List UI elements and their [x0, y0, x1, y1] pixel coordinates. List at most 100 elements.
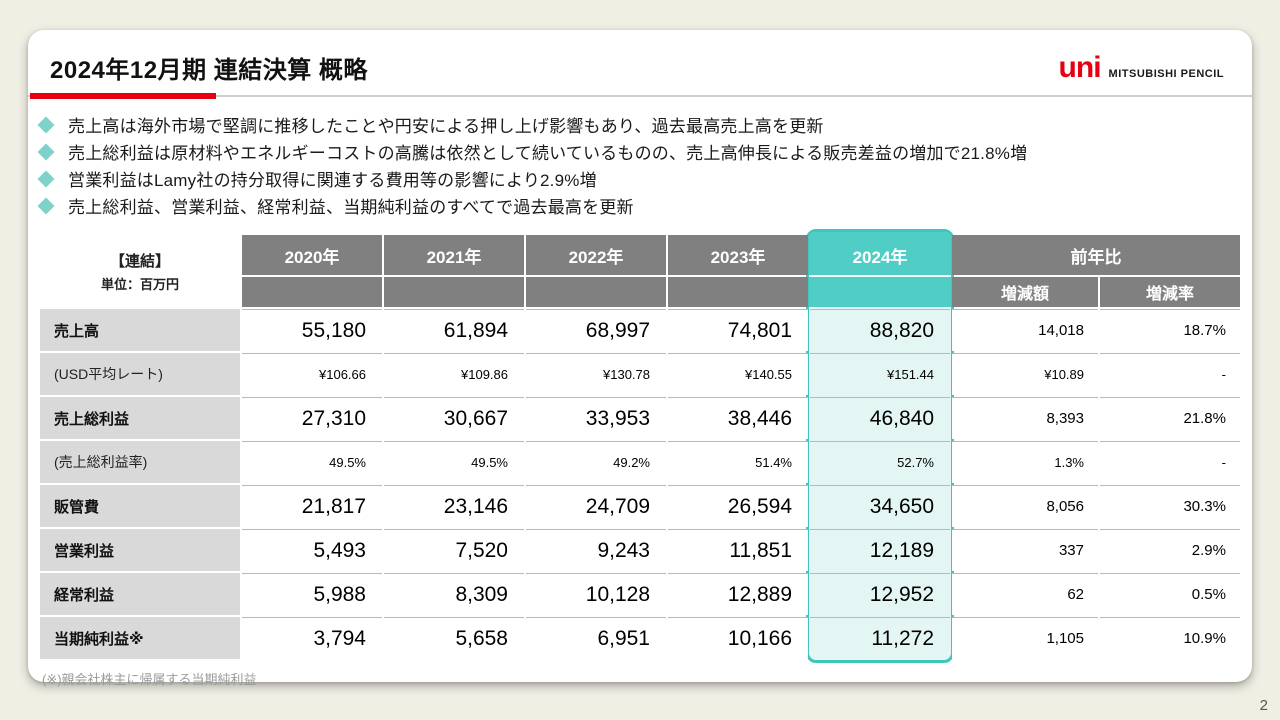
footnote: (※)親会社株主に帰属する当期純利益	[42, 672, 257, 687]
corner-label-1: 【連結】	[109, 252, 170, 270]
uni-logo: uni	[1058, 51, 1102, 84]
value-cell: 12,189	[810, 529, 950, 571]
diamond-bullet-icon	[37, 116, 55, 133]
value-cell: 9,243	[526, 529, 666, 571]
bullet-item: 売上総利益は原材料やエネルギーコストの高騰は依然として続いているものの、売上高伸…	[34, 138, 1252, 165]
highlight-header-separator	[809, 275, 951, 277]
value-cell: 8,309	[384, 573, 524, 615]
year-header-2021: 2021年	[384, 235, 524, 275]
value-cell: 34,650	[810, 485, 950, 527]
value-cell: ¥106.66	[242, 353, 382, 395]
diff-cell: 1,105	[952, 617, 1098, 659]
diff-cell: 1.3%	[952, 441, 1098, 483]
diamond-bullet-icon	[37, 170, 55, 187]
row-label-cell: 売上高	[40, 309, 240, 351]
highlight-subheader-band	[809, 277, 951, 307]
value-cell: 10,166	[668, 617, 808, 659]
table-grid: 【連結】 単位：百万円 2020年 2021年 2022年 2023年 2024…	[40, 235, 1240, 659]
value-cell: 38,446	[668, 397, 808, 439]
value-cell: 49.5%	[384, 441, 524, 483]
rate-cell: 30.3%	[1100, 485, 1240, 527]
title-row: 2024年12月期 連結決算 概略 uni MITSUBISHI PENCIL	[28, 30, 1252, 85]
value-cell: 7,520	[384, 529, 524, 571]
diff-cell: 8,393	[952, 397, 1098, 439]
value-cell: 30,667	[384, 397, 524, 439]
subheader-empty-cell	[668, 277, 808, 307]
bullet-item: 売上高は海外市場で堅調に推移したことや円安による押し上げ影響もあり、過去最高売上…	[34, 111, 1252, 138]
rate-cell: -	[1100, 353, 1240, 395]
year-header-2023: 2023年	[668, 235, 808, 275]
value-cell: 24,709	[526, 485, 666, 527]
row-label-cell: 営業利益	[40, 529, 240, 571]
diff-cell: 8,056	[952, 485, 1098, 527]
value-cell: 55,180	[242, 309, 382, 351]
row-label-cell: (USD平均レート)	[40, 353, 240, 395]
value-cell: 52.7%	[810, 441, 950, 483]
value-cell: 88,820	[810, 309, 950, 351]
value-cell: ¥130.78	[526, 353, 666, 395]
diamond-bullet-icon	[37, 197, 55, 214]
title-rule-line	[28, 95, 1252, 97]
row-label-cell: 販管費	[40, 485, 240, 527]
year-header-2024: 2024年	[852, 247, 908, 267]
value-cell: ¥109.86	[384, 353, 524, 395]
rate-cell: -	[1100, 441, 1240, 483]
diff-cell: 337	[952, 529, 1098, 571]
value-cell: 5,988	[242, 573, 382, 615]
row-label-cell: (売上総利益率)	[40, 441, 240, 483]
slide-card: 2024年12月期 連結決算 概略 uni MITSUBISHI PENCIL …	[28, 30, 1252, 687]
diamond-bullet-icon	[37, 143, 55, 160]
title-rule	[28, 93, 1252, 99]
bullet-text: 売上高は海外市場で堅調に推移したことや円安による押し上げ影響もあり、過去最高売上…	[68, 117, 824, 136]
subheader-empty-cell-2024	[810, 277, 950, 307]
value-cell: 21,817	[242, 485, 382, 527]
row-label-cell: 当期純利益※	[40, 617, 240, 659]
results-table: 【連結】 単位：百万円 2020年 2021年 2022年 2023年 2024…	[40, 229, 1240, 663]
value-cell: 5,493	[242, 529, 382, 571]
rate-cell: 2.9%	[1100, 529, 1240, 571]
bullet-item: 売上総利益、営業利益、経常利益、当期純利益のすべてで過去最高を更新	[34, 192, 1252, 219]
row-label-cell: 経常利益	[40, 573, 240, 615]
rate-cell: 21.8%	[1100, 397, 1240, 439]
rate-cell: 18.7%	[1100, 309, 1240, 351]
bullet-list: 売上高は海外市場で堅調に推移したことや円安による押し上げ影響もあり、過去最高売上…	[34, 111, 1252, 219]
corner-label-2: 単位：百万円	[100, 276, 179, 292]
company-logo: uni MITSUBISHI PENCIL	[1059, 53, 1224, 85]
value-cell: 61,894	[384, 309, 524, 351]
value-cell: ¥140.55	[668, 353, 808, 395]
bullet-text: 営業利益はLamy社の持分取得に関連する費用等の影響により2.9%増	[68, 171, 597, 190]
value-cell: 74,801	[668, 309, 808, 351]
row-label-cell: 売上総利益	[40, 397, 240, 439]
value-cell: 3,794	[242, 617, 382, 659]
value-cell: 12,952	[810, 573, 950, 615]
value-cell: 46,840	[810, 397, 950, 439]
value-cell: 11,272	[810, 617, 950, 659]
diff-cell: 62	[952, 573, 1098, 615]
value-cell: 5,658	[384, 617, 524, 659]
value-cell: 10,128	[526, 573, 666, 615]
subheader-empty-cell	[242, 277, 382, 307]
page-number: 2	[1259, 697, 1268, 714]
value-cell: 49.5%	[242, 441, 382, 483]
value-cell: ¥151.44	[810, 353, 950, 395]
subheader-empty-cell	[384, 277, 524, 307]
value-cell: 23,146	[384, 485, 524, 527]
value-cell: 68,997	[526, 309, 666, 351]
value-cell: 11,851	[668, 529, 808, 571]
company-name: MITSUBISHI PENCIL	[1108, 68, 1224, 80]
diff-cell: 14,018	[952, 309, 1098, 351]
subheader-empty-cell	[526, 277, 666, 307]
year-header-2020: 2020年	[242, 235, 382, 275]
diff-cell: ¥10.89	[952, 353, 1098, 395]
rate-cell: 0.5%	[1100, 573, 1240, 615]
yoy-header: 前年比	[952, 235, 1240, 275]
table-corner-cell: 【連結】 単位：百万円	[40, 235, 240, 307]
yoy-rate-header: 増減率	[1100, 277, 1240, 307]
title-rule-accent	[30, 93, 216, 99]
bullet-text: 売上総利益は原材料やエネルギーコストの高騰は依然として続いているものの、売上高伸…	[68, 144, 1028, 163]
value-cell: 6,951	[526, 617, 666, 659]
value-cell: 12,889	[668, 573, 808, 615]
rate-cell: 10.9%	[1100, 617, 1240, 659]
yoy-amount-header: 増減額	[952, 277, 1098, 307]
bullet-item: 営業利益はLamy社の持分取得に関連する費用等の影響により2.9%増	[34, 165, 1252, 192]
